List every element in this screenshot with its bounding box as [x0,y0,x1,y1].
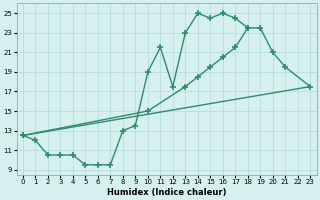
X-axis label: Humidex (Indice chaleur): Humidex (Indice chaleur) [107,188,226,197]
